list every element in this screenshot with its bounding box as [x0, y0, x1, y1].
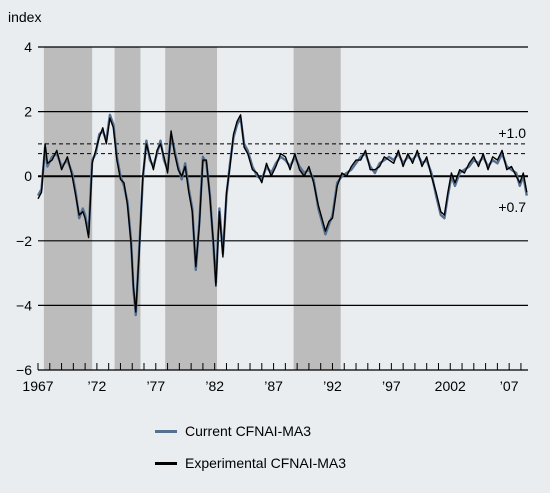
reference-lines: +1.0 +0.7: [38, 125, 528, 215]
y-tick-label: 0: [24, 168, 32, 184]
legend-swatch-experimental: [155, 461, 177, 465]
x-tick-label: ’77: [146, 378, 165, 394]
x-tick-label: ’72: [88, 378, 107, 394]
reference-label-upper: +1.0: [498, 125, 526, 141]
legend-swatch-current: [155, 429, 177, 433]
x-tick-label: 2002: [435, 378, 466, 394]
y-axis-label: index: [8, 9, 41, 25]
legend-item-experimental: Experimental CFNAI-MA3: [155, 455, 346, 471]
legend-label-current: Current CFNAI-MA3: [185, 423, 312, 439]
y-tick-label: 2: [24, 104, 32, 120]
x-tick-label: ’97: [382, 378, 401, 394]
x-tick-label: ’07: [500, 378, 519, 394]
series-line-1: [37, 114, 528, 313]
y-tick-label: −4: [16, 297, 32, 313]
legend-item-current: Current CFNAI-MA3: [155, 423, 311, 439]
series-line-0: [36, 113, 528, 317]
x-tick-label: ’87: [264, 378, 283, 394]
x-tick-label: ’92: [323, 378, 342, 394]
y-tick-label: −2: [16, 233, 32, 249]
y-tick-label: −6: [16, 362, 32, 378]
legend-label-experimental: Experimental CFNAI-MA3: [185, 455, 347, 471]
shaded-period-0: [43, 47, 93, 370]
series-lines: [36, 113, 528, 317]
x-tick-label: ’82: [205, 378, 224, 394]
gridlines: [38, 46, 528, 371]
reference-label-lower: +0.7: [498, 199, 526, 215]
y-tick-label: 4: [24, 39, 32, 55]
x-tick-label: 1967: [22, 378, 53, 394]
